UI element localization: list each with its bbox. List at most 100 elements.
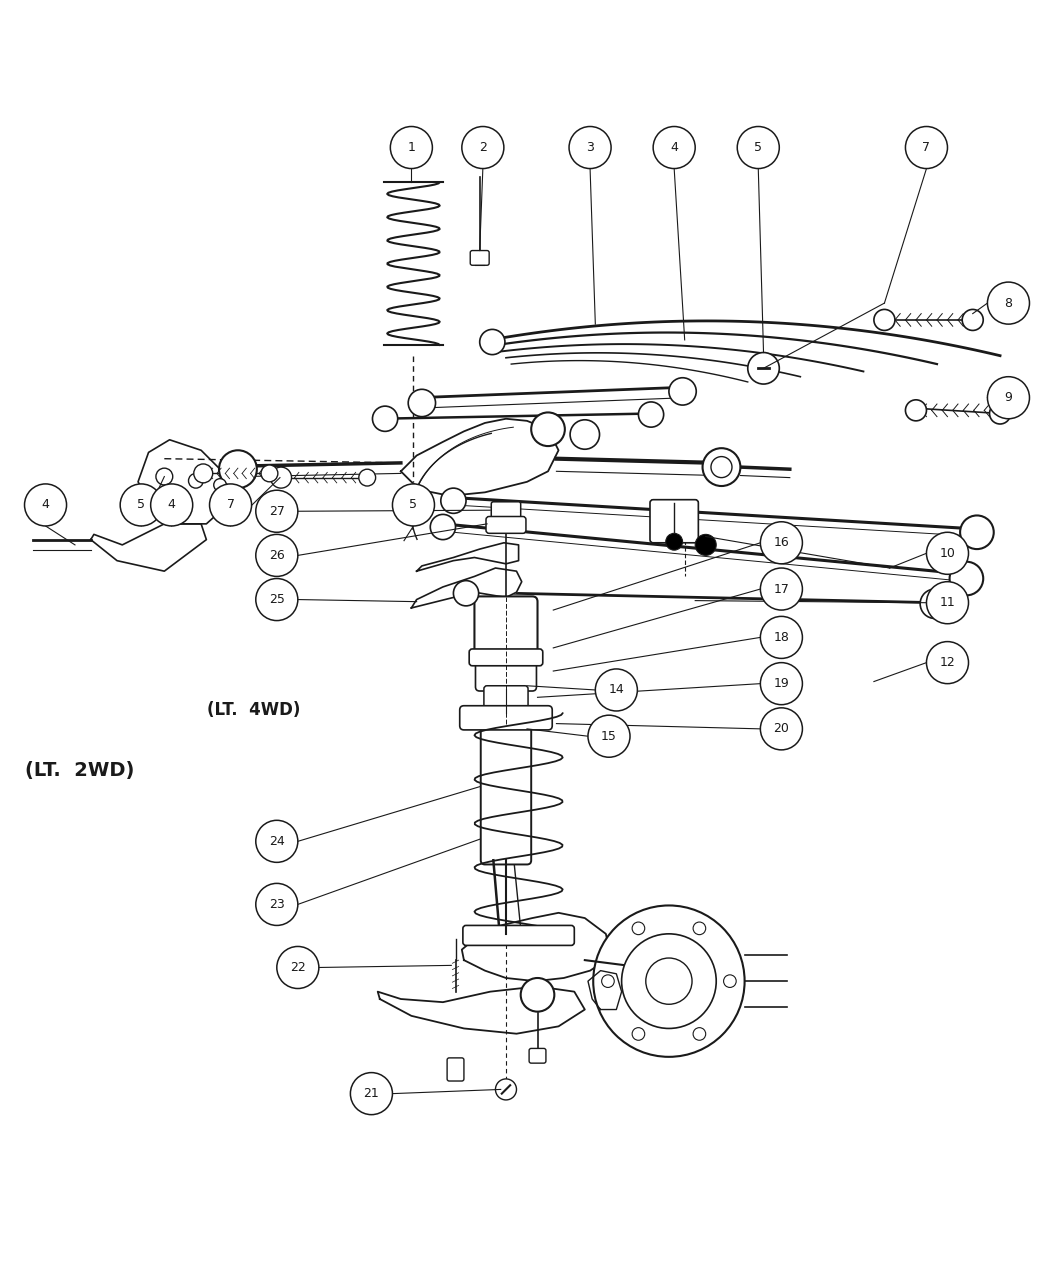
Circle shape: [570, 420, 600, 449]
Circle shape: [495, 1079, 516, 1100]
Circle shape: [214, 478, 227, 491]
Circle shape: [988, 377, 1030, 418]
Circle shape: [430, 514, 455, 540]
Text: 23: 23: [269, 898, 285, 911]
Circle shape: [271, 467, 292, 489]
Circle shape: [390, 127, 432, 169]
Text: 4: 4: [41, 499, 50, 512]
Text: 11: 11: [939, 596, 955, 609]
Text: 2: 2: [479, 141, 487, 153]
Circle shape: [950, 561, 983, 595]
Text: 3: 3: [586, 141, 594, 153]
Polygon shape: [416, 542, 519, 572]
Circle shape: [569, 127, 611, 169]
Circle shape: [453, 581, 479, 606]
Circle shape: [639, 402, 664, 427]
Circle shape: [588, 715, 630, 757]
Polygon shape: [377, 986, 585, 1033]
Circle shape: [724, 975, 736, 987]
Text: 26: 26: [269, 549, 285, 561]
Polygon shape: [462, 913, 611, 981]
Text: 5: 5: [755, 141, 762, 153]
Text: 5: 5: [409, 499, 417, 512]
Text: 18: 18: [774, 631, 789, 643]
FancyBboxPatch shape: [491, 501, 521, 518]
Circle shape: [156, 468, 173, 485]
Circle shape: [926, 642, 969, 684]
Circle shape: [874, 310, 895, 330]
Circle shape: [521, 978, 554, 1012]
Text: 14: 14: [608, 683, 624, 697]
Text: 19: 19: [774, 677, 789, 691]
Polygon shape: [91, 524, 207, 572]
Circle shape: [646, 958, 692, 1004]
Circle shape: [737, 127, 779, 169]
Circle shape: [632, 922, 645, 935]
Text: 7: 7: [922, 141, 931, 153]
FancyBboxPatch shape: [486, 517, 526, 533]
Text: 16: 16: [774, 536, 789, 549]
Text: 1: 1: [408, 141, 415, 153]
FancyBboxPatch shape: [475, 660, 536, 691]
Circle shape: [960, 515, 994, 549]
Circle shape: [760, 707, 802, 749]
Circle shape: [256, 884, 298, 926]
Circle shape: [632, 1027, 645, 1040]
Circle shape: [988, 283, 1030, 324]
Text: (LT.  4WD): (LT. 4WD): [208, 701, 300, 719]
Circle shape: [441, 489, 466, 513]
Circle shape: [350, 1073, 392, 1115]
Text: 25: 25: [269, 593, 285, 606]
FancyBboxPatch shape: [447, 1058, 464, 1081]
FancyBboxPatch shape: [463, 926, 574, 945]
Circle shape: [256, 490, 298, 532]
Circle shape: [408, 389, 435, 417]
Circle shape: [189, 473, 203, 489]
Circle shape: [261, 466, 278, 482]
Text: 22: 22: [290, 961, 306, 975]
Circle shape: [256, 535, 298, 577]
FancyBboxPatch shape: [484, 686, 528, 711]
Circle shape: [372, 407, 397, 431]
Text: 9: 9: [1004, 391, 1013, 404]
Circle shape: [653, 127, 696, 169]
Text: 5: 5: [137, 499, 145, 512]
Circle shape: [905, 127, 948, 169]
Circle shape: [392, 483, 434, 526]
Circle shape: [926, 582, 969, 624]
Circle shape: [694, 922, 706, 935]
Circle shape: [194, 464, 213, 483]
Text: 12: 12: [939, 656, 955, 669]
Circle shape: [703, 448, 740, 486]
Circle shape: [760, 522, 802, 564]
Circle shape: [694, 1027, 706, 1040]
Circle shape: [990, 403, 1011, 425]
FancyBboxPatch shape: [474, 596, 538, 657]
Circle shape: [602, 975, 614, 987]
Circle shape: [120, 483, 162, 526]
Circle shape: [596, 669, 638, 711]
Text: 4: 4: [670, 141, 678, 153]
Circle shape: [593, 906, 744, 1056]
Circle shape: [622, 934, 717, 1028]
Circle shape: [24, 483, 66, 526]
Text: 7: 7: [227, 499, 235, 512]
Polygon shape: [588, 971, 622, 1009]
Circle shape: [256, 820, 298, 862]
Circle shape: [760, 663, 802, 705]
Text: 8: 8: [1004, 297, 1013, 310]
Text: (LT.  2WD): (LT. 2WD): [24, 761, 134, 780]
Circle shape: [926, 532, 969, 574]
Circle shape: [747, 353, 779, 384]
Circle shape: [210, 483, 252, 526]
Circle shape: [711, 457, 731, 477]
Circle shape: [277, 946, 319, 989]
FancyBboxPatch shape: [460, 706, 552, 730]
FancyBboxPatch shape: [650, 500, 699, 542]
Circle shape: [905, 400, 926, 421]
Text: 10: 10: [939, 547, 955, 560]
FancyBboxPatch shape: [470, 251, 489, 265]
Circle shape: [358, 469, 375, 486]
Circle shape: [696, 535, 717, 555]
Circle shape: [760, 616, 802, 659]
